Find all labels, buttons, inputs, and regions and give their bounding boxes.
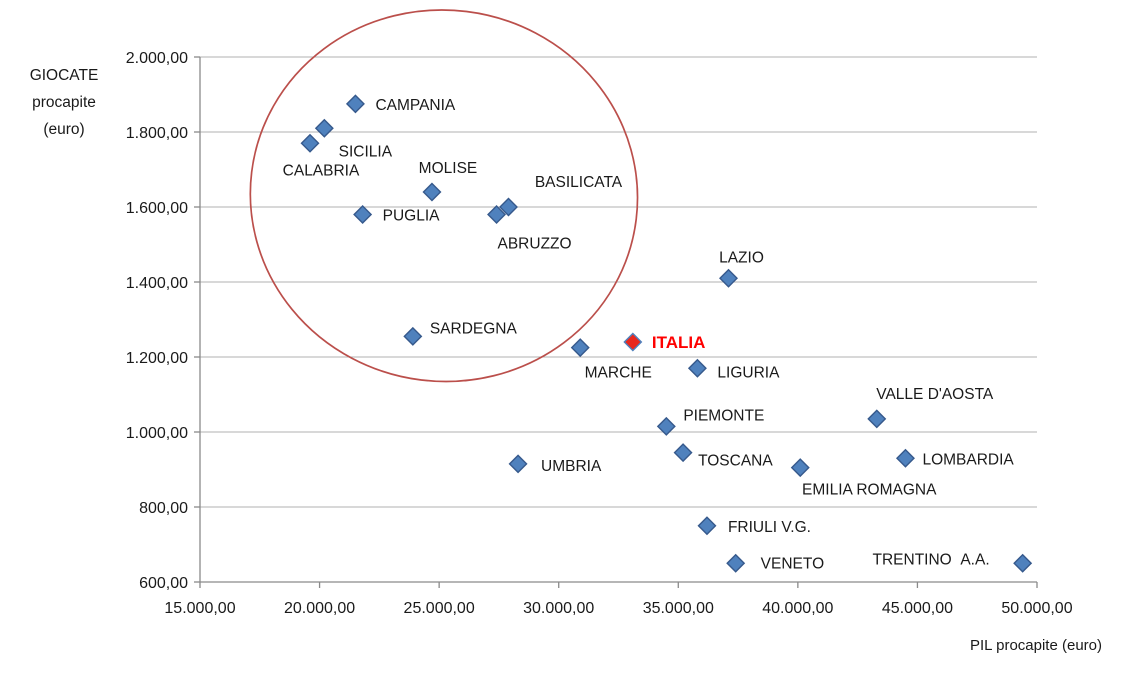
x-tick-label-15000: 15.000,00	[164, 600, 235, 617]
data-point-label-molise: MOLISE	[419, 160, 478, 177]
data-point-liguria	[687, 358, 707, 378]
y-axis-title-line-3: (euro)	[43, 121, 85, 138]
data-point-label-italia: ITALIA	[652, 333, 706, 352]
data-point-label-campania: CAMPANIA	[375, 97, 455, 114]
x-tick-label-35000: 35.000,00	[643, 600, 714, 617]
x-axis-title: PIL procapite (euro)	[969, 637, 1102, 654]
data-point-label-friuli-v-g: FRIULI V.G.	[728, 519, 811, 536]
data-point-label-lazio: LAZIO	[719, 249, 764, 266]
data-point-label-calabria: CALABRIA	[283, 162, 360, 179]
data-point-label-puglia: PUGLIA	[383, 208, 441, 225]
y-tick-label-600: 600,00	[139, 575, 188, 592]
y-tick-label-800: 800,00	[139, 500, 188, 517]
data-point-label-emilia-romagna: EMILIA ROMAGNA	[802, 482, 937, 499]
x-tick-label-20000: 20.000,00	[284, 600, 355, 617]
highlight-ellipse-southern-regions	[249, 9, 639, 383]
data-point-label-trentino-a-a: TRENTINO A.A.	[873, 551, 990, 568]
data-point-veneto	[726, 553, 746, 573]
data-point-label-lombardia: LOMBARDIA	[922, 451, 1014, 468]
data-point-marche	[570, 338, 590, 358]
data-point-basilicata	[499, 197, 518, 217]
y-axis-title: GIOCATE procapite (euro)	[8, 62, 120, 143]
data-point-umbria	[508, 454, 528, 474]
data-point-friuli-v-g	[697, 516, 717, 536]
y-axis-title-line-2: procapite	[32, 94, 96, 111]
data-point-sicilia	[314, 118, 334, 138]
data-point-label-toscana: TOSCANA	[698, 453, 773, 470]
data-point-label-marche: MARCHE	[585, 365, 652, 382]
y-tick-label-2000: 2.000,00	[126, 50, 188, 67]
data-point-label-umbria: UMBRIA	[541, 458, 602, 475]
data-point-label-piemonte: PIEMONTE	[683, 407, 764, 424]
data-point-label-veneto: VENETO	[761, 555, 824, 572]
data-point-emilia-romagna	[790, 458, 810, 478]
x-tick-label-45000: 45.000,00	[882, 600, 953, 617]
data-point-sardegna	[403, 326, 423, 346]
data-point-lazio	[719, 268, 738, 288]
data-point-label-liguria: LIGURIA	[717, 364, 780, 381]
data-point-trentino-a-a	[1013, 553, 1033, 573]
data-point-label-basilicata: BASILICATA	[535, 174, 623, 191]
x-tick-label-50000: 50.000,00	[1001, 600, 1072, 617]
data-point-campania	[345, 94, 365, 114]
data-point-puglia	[353, 205, 373, 224]
y-tick-label-1000: 1.000,00	[126, 425, 188, 442]
data-point-label-sardegna: SARDEGNA	[430, 320, 518, 337]
data-point-calabria	[300, 133, 320, 153]
data-point-lombardia	[895, 448, 915, 468]
data-point-italia	[623, 332, 643, 352]
data-point-label-abruzzo: ABRUZZO	[498, 236, 572, 253]
y-tick-label-1200: 1.200,00	[126, 350, 188, 367]
data-point-label-sicilia: SICILIA	[339, 143, 393, 160]
y-tick-label-1400: 1.400,00	[126, 275, 188, 292]
x-tick-label-25000: 25.000,00	[404, 600, 475, 617]
y-axis-title-line-1: GIOCATE	[29, 67, 99, 84]
data-point-piemonte	[656, 416, 676, 436]
y-tick-label-1800: 1.800,00	[126, 125, 188, 142]
data-point-toscana	[673, 443, 693, 463]
data-point-label-valle-d-aosta: VALLE D'AOSTA	[876, 386, 994, 403]
x-tick-label-40000: 40.000,00	[762, 600, 833, 617]
x-tick-label-30000: 30.000,00	[523, 600, 594, 617]
data-point-abruzzo	[487, 205, 507, 224]
data-point-valle-d-aosta	[867, 409, 887, 429]
y-tick-label-1600: 1.600,00	[126, 200, 188, 217]
data-point-molise	[422, 182, 442, 202]
